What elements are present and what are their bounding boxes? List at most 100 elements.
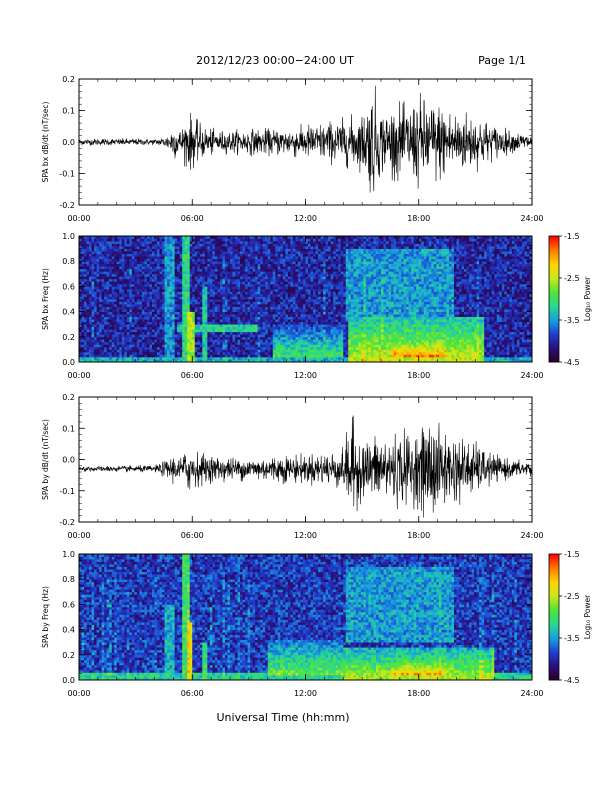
heatmap-cell — [227, 309, 231, 312]
heatmap-cell — [267, 251, 271, 254]
heatmap-cell — [250, 286, 253, 290]
heatmap-cell — [280, 306, 284, 310]
heatmap-cell — [202, 253, 206, 257]
heatmap-cell — [172, 278, 175, 282]
heatmap-cell — [305, 236, 309, 239]
heatmap-cell — [285, 243, 289, 247]
heatmap-cell — [237, 341, 241, 345]
heatmap-cell — [222, 331, 226, 335]
heatmap-cell — [144, 268, 148, 272]
heatmap-cell — [164, 276, 168, 280]
heatmap-cell — [154, 278, 158, 282]
heatmap-cell — [222, 256, 226, 260]
heatmap-cell — [257, 243, 261, 247]
heatmap-cell — [116, 283, 120, 287]
heatmap-cell — [212, 283, 216, 287]
heatmap-cell — [104, 341, 108, 345]
heatmap-cell — [141, 283, 145, 287]
heatmap-cell — [134, 296, 138, 300]
heatmap-cell — [121, 238, 125, 242]
heatmap-cell — [146, 261, 150, 265]
heatmap-cell — [104, 296, 108, 300]
heatmap-cell — [162, 311, 165, 315]
heatmap-cell — [300, 246, 304, 249]
heatmap-cell — [242, 268, 246, 272]
heatmap-cell — [257, 321, 261, 325]
heatmap-cell — [265, 251, 269, 254]
heatmap-cell — [91, 316, 95, 320]
heatmap-cell — [81, 246, 85, 249]
heatmap-cell — [257, 276, 261, 280]
heatmap-cell — [94, 296, 97, 300]
heatmap-cell — [86, 359, 90, 363]
heatmap-cell — [106, 351, 110, 355]
heatmap-cell — [318, 316, 321, 320]
heatmap-cell — [285, 306, 289, 310]
heatmap-cell — [121, 311, 125, 315]
heatmap-cell — [209, 311, 213, 315]
heatmap-cell — [86, 273, 90, 277]
heatmap-cell — [162, 351, 165, 355]
heatmap-cell — [270, 246, 274, 249]
heatmap-cell — [179, 311, 183, 315]
heatmap-cell — [177, 326, 181, 330]
heatmap-cell — [240, 319, 243, 323]
heatmap-cell — [214, 236, 218, 239]
heatmap-cell — [227, 286, 231, 290]
heatmap-cell — [81, 341, 85, 345]
heatmap-cell — [194, 321, 198, 325]
heatmap-cell — [164, 243, 168, 247]
heatmap-cell — [149, 258, 153, 262]
heatmap-cell — [81, 283, 85, 287]
heatmap-cell — [141, 341, 145, 345]
heatmap-cell — [265, 243, 269, 247]
heatmap-cell — [149, 283, 153, 287]
heatmap-cell — [217, 293, 221, 297]
heatmap-cell — [310, 339, 314, 343]
heatmap-cell — [86, 341, 90, 345]
heatmap-cell — [162, 253, 165, 257]
heatmap-cell — [323, 354, 326, 358]
heatmap-cell — [265, 236, 269, 239]
heatmap-cell — [287, 236, 291, 239]
heatmap-cell — [209, 346, 213, 350]
panels: 00:00 06:00 12:00 18:00 24:000.20.10.0-0.1-0… — [41, 75, 592, 698]
heatmap-cell — [194, 349, 198, 353]
heatmap-cell — [106, 248, 110, 252]
heatmap-cell — [172, 321, 175, 325]
heatmap-cell — [81, 281, 85, 285]
heatmap-cell — [182, 331, 186, 335]
heatmap-cell — [86, 321, 90, 325]
heatmap-cell — [292, 359, 296, 363]
heatmap-cell — [197, 349, 201, 353]
heatmap-cell — [79, 326, 82, 330]
heatmap-cell — [104, 354, 108, 358]
heatmap-cell — [252, 326, 256, 330]
heatmap-cell — [260, 273, 264, 277]
heatmap-cell — [252, 266, 256, 270]
heatmap-cell — [104, 273, 108, 277]
heatmap-cell — [151, 256, 155, 260]
heatmap-cell — [297, 299, 301, 302]
heatmap-cell — [149, 266, 153, 270]
heatmap-cell — [318, 276, 321, 280]
heatmap-cell — [192, 276, 196, 280]
heatmap-cell — [149, 304, 153, 307]
heatmap-cell — [245, 356, 248, 360]
heatmap-cell — [219, 316, 223, 320]
heatmap-cell — [252, 256, 256, 260]
heatmap-cell — [159, 263, 163, 267]
heatmap-cell — [212, 309, 216, 312]
heatmap-cell — [199, 299, 203, 302]
heatmap-cell — [174, 291, 178, 295]
heatmap-cell — [116, 253, 120, 257]
heatmap-cell — [313, 304, 316, 307]
heatmap-cell — [119, 281, 123, 285]
heatmap-cell — [131, 253, 135, 257]
heatmap-cell — [169, 324, 173, 328]
heatmap-cell — [174, 276, 178, 280]
heatmap-cell — [167, 251, 170, 254]
heatmap-cell — [89, 339, 92, 343]
heatmap-cell — [151, 258, 155, 262]
heatmap-cell — [114, 273, 118, 277]
